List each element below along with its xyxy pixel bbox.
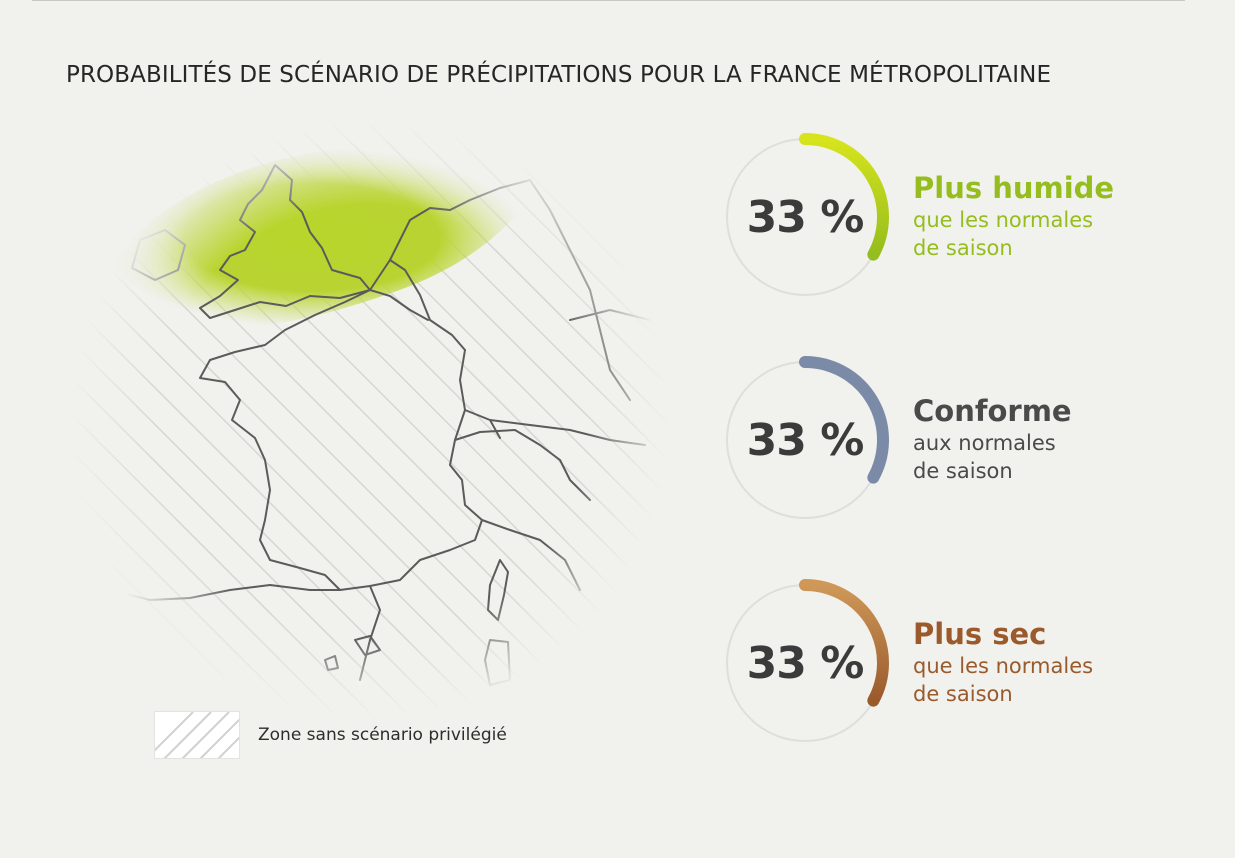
scenario-description-line1: que les normales (913, 654, 1094, 678)
scenario-drier: 33 % Plus sec que les normales de saison (720, 578, 1200, 748)
gauge-drier: 33 % (720, 578, 890, 748)
gauge-arc (799, 133, 889, 261)
probability-value: 33 % (746, 637, 865, 689)
gauge-arc (799, 579, 889, 707)
scenario-name: Plus sec (913, 617, 1047, 651)
scenario-name: Conforme (913, 394, 1072, 428)
scenario-text: Plus humide que les normales de saison (913, 170, 1114, 262)
gauge-arc (799, 356, 889, 484)
wet-zone (100, 147, 525, 328)
map-fade-group (70, 120, 670, 720)
probability-value: 33 % (746, 191, 865, 243)
scenario-normal: 33 % Conforme aux normales de saison (720, 355, 1200, 525)
borders (109, 164, 651, 686)
scenario-description-line1: aux normales (913, 431, 1056, 455)
scenario-description-line2: de saison (913, 236, 1013, 260)
top-divider (32, 0, 1185, 1)
probability-value: 33 % (746, 414, 865, 466)
page-title: PROBABILITÉS DE SCÉNARIO DE PRÉCIPITATIO… (66, 62, 1052, 88)
scenario-text: Plus sec que les normales de saison (913, 616, 1093, 708)
scenario-text: Conforme aux normales de saison (913, 393, 1072, 485)
scenario-description-line1: que les normales (913, 208, 1094, 232)
gauge-normal: 33 % (720, 355, 890, 525)
map-legend: Zone sans scénario privilégié (154, 711, 507, 759)
scenario-description-line2: de saison (913, 459, 1013, 483)
hatch-swatch (154, 711, 240, 759)
gauge-wetter: 33 % (720, 132, 890, 302)
scenario-description-line2: de saison (913, 682, 1013, 706)
france-map (70, 120, 670, 720)
scenario-wetter: 33 % Plus humide que les normales de sai… (720, 132, 1200, 302)
scenario-name: Plus humide (913, 171, 1115, 205)
legend-label: Zone sans scénario privilégié (258, 725, 507, 745)
